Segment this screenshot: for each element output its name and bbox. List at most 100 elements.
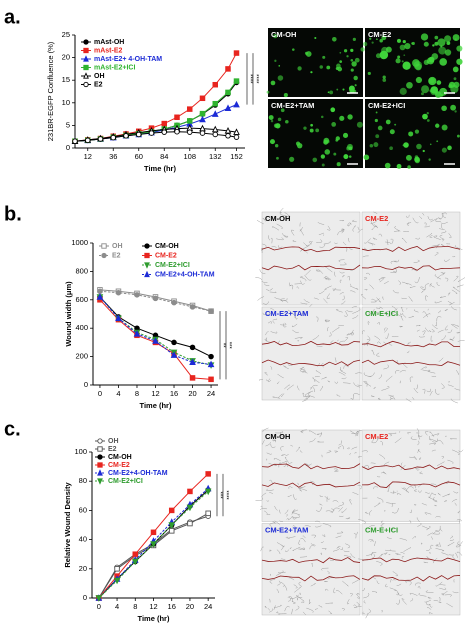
cell-texture bbox=[356, 531, 358, 535]
cell-texture bbox=[433, 496, 438, 503]
cell-texture bbox=[400, 465, 406, 471]
cell-texture bbox=[406, 350, 410, 354]
cell-texture bbox=[401, 556, 405, 559]
image-panel: CM-E+ICI bbox=[357, 305, 465, 404]
cell-texture bbox=[291, 229, 295, 236]
cell-blob bbox=[348, 85, 355, 92]
cell-texture bbox=[378, 374, 382, 379]
cell-texture bbox=[451, 499, 458, 503]
y-tick-label: 0 bbox=[84, 380, 88, 389]
cell-texture bbox=[278, 571, 286, 574]
cell-texture bbox=[265, 331, 269, 336]
cell-blob bbox=[444, 35, 452, 43]
cell-texture bbox=[395, 370, 400, 374]
cell-blob bbox=[389, 129, 395, 135]
cell-blob bbox=[304, 51, 309, 55]
cell-blob bbox=[436, 140, 439, 143]
cell-texture bbox=[380, 440, 383, 446]
cell-texture bbox=[265, 442, 271, 447]
cell-texture bbox=[309, 463, 312, 466]
cell-texture bbox=[337, 230, 344, 236]
cell-texture bbox=[276, 542, 284, 547]
cell-texture bbox=[270, 366, 273, 370]
cell-texture bbox=[457, 340, 465, 343]
cell-blob bbox=[348, 155, 352, 158]
cell-texture bbox=[434, 321, 437, 327]
cell-texture bbox=[342, 580, 349, 587]
cell-texture bbox=[365, 272, 370, 276]
cell-texture bbox=[385, 241, 392, 245]
cell-texture bbox=[292, 494, 297, 500]
cell-texture bbox=[390, 260, 397, 264]
wound-edge bbox=[361, 340, 461, 348]
cell-texture bbox=[363, 277, 368, 280]
legend-marker bbox=[97, 446, 103, 452]
y-tick-label: 15 bbox=[62, 75, 70, 84]
cell-texture bbox=[269, 578, 276, 584]
cell-blob bbox=[352, 37, 356, 41]
cell-texture bbox=[370, 462, 376, 464]
cell-texture bbox=[362, 611, 365, 614]
cell-texture bbox=[353, 533, 357, 539]
cell-blob bbox=[414, 129, 420, 134]
cell-texture bbox=[396, 313, 401, 316]
legend-label: CM-E2+ICI bbox=[108, 478, 143, 485]
cell-blob bbox=[428, 77, 435, 84]
cell-texture bbox=[436, 281, 440, 286]
cell-texture bbox=[299, 229, 304, 236]
cell-texture bbox=[332, 500, 339, 503]
cell-texture bbox=[448, 301, 455, 306]
data-point bbox=[199, 130, 206, 136]
wound-edge bbox=[361, 575, 461, 582]
cell-texture bbox=[325, 602, 333, 604]
cell-texture bbox=[346, 333, 352, 336]
cell-blob bbox=[346, 55, 349, 58]
cell-texture bbox=[427, 596, 432, 600]
cell-texture bbox=[456, 551, 463, 556]
x-tick-label: 12 bbox=[84, 152, 92, 161]
data-point bbox=[114, 566, 120, 572]
cell-blob bbox=[278, 65, 281, 67]
wound-edge bbox=[261, 264, 361, 271]
image-background bbox=[361, 523, 461, 616]
image-label: CM-E2+TAM bbox=[271, 101, 314, 110]
cell-texture bbox=[411, 268, 417, 272]
cell-texture bbox=[437, 492, 441, 496]
cell-blob bbox=[354, 57, 360, 63]
wound-edge bbox=[361, 557, 461, 563]
cell-texture bbox=[401, 306, 404, 313]
cell-texture bbox=[298, 581, 303, 587]
cell-texture bbox=[292, 240, 297, 242]
cell-texture bbox=[285, 549, 290, 553]
cell-texture bbox=[452, 323, 459, 327]
cell-texture bbox=[370, 219, 377, 225]
cell-texture bbox=[381, 610, 383, 613]
cell-texture bbox=[321, 567, 329, 571]
wound-edge bbox=[361, 464, 461, 470]
cell-blob bbox=[382, 75, 386, 79]
cell-texture bbox=[280, 322, 287, 326]
cell-texture bbox=[442, 493, 451, 498]
cell-texture bbox=[442, 271, 446, 274]
cell-texture bbox=[316, 269, 321, 272]
cell-texture bbox=[377, 497, 384, 503]
cell-texture bbox=[287, 494, 292, 497]
data-point bbox=[174, 128, 180, 135]
cell-texture bbox=[367, 342, 369, 347]
cell-blob bbox=[407, 165, 411, 169]
cell-texture bbox=[396, 592, 400, 596]
cell-blob bbox=[283, 93, 288, 98]
image-panel: CM-E2+TAM bbox=[259, 306, 363, 402]
cell-texture bbox=[444, 594, 452, 597]
cell-texture bbox=[409, 593, 418, 596]
cell-texture bbox=[301, 244, 310, 250]
cell-texture bbox=[290, 444, 293, 447]
x-tick-label: 108 bbox=[183, 152, 196, 161]
cell-blob bbox=[406, 81, 413, 89]
cell-texture bbox=[272, 396, 281, 399]
cell-texture bbox=[309, 241, 312, 245]
legend-marker bbox=[83, 39, 89, 45]
cell-texture bbox=[414, 504, 417, 506]
cell-texture bbox=[341, 228, 345, 234]
y-tick-label: 60 bbox=[79, 505, 87, 514]
